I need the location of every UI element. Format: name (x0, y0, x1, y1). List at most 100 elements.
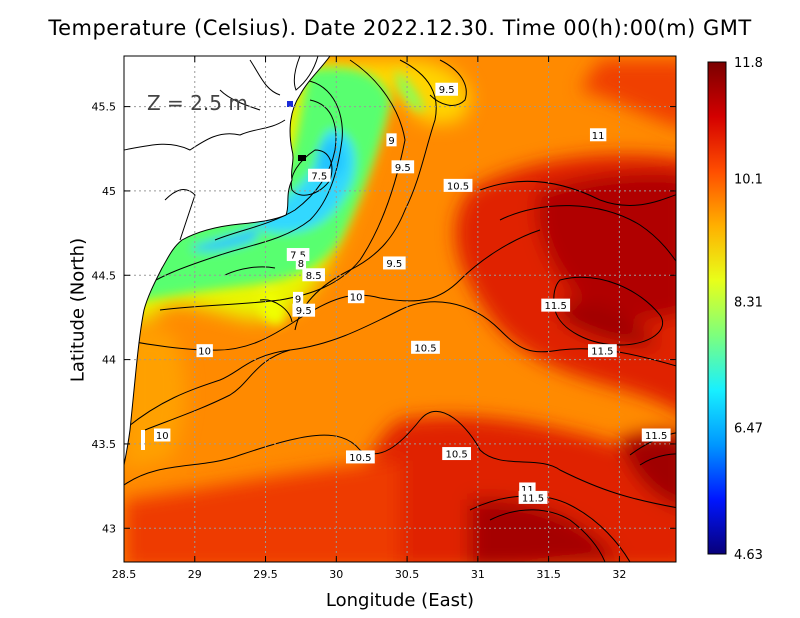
contour-label: 10 (347, 290, 365, 304)
contour-label: 9.5 (383, 256, 406, 270)
contour-label-box (302, 268, 325, 282)
y-tick-label: 44 (102, 354, 116, 367)
contour-label-box (443, 178, 473, 192)
contour-label: 9 (386, 133, 397, 147)
depth-label: Z = 2.5 m (147, 91, 248, 115)
y-tick-label: 45 (102, 185, 116, 198)
y-tick-label: 43 (102, 522, 116, 535)
x-tick-label: 32 (612, 568, 626, 581)
x-tick-label: 29 (188, 568, 202, 581)
y-tick-label: 44.5 (92, 269, 117, 282)
colorbar: 4.63 6.47 8.31 10.1 11.8 (707, 56, 763, 563)
cold-spot (287, 101, 293, 107)
contour-label-text: 9.5 (395, 163, 411, 174)
contour-label: 10 (196, 344, 213, 358)
contour-label-box (442, 447, 472, 461)
contour-label: 8 (295, 256, 307, 270)
colorbar-tick-label: 10.1 (734, 173, 763, 188)
contour-label-text: 7.5 (311, 171, 327, 182)
contour-label-text: 8 (298, 259, 304, 270)
contour-label: 10.5 (442, 447, 472, 461)
contour-label-text: 11.5 (545, 301, 567, 312)
contour-label-box (345, 450, 375, 464)
contour-label: 11.5 (518, 490, 548, 504)
contour-label-box (295, 256, 307, 270)
contour-label-text: 11.5 (522, 493, 544, 504)
island (141, 430, 145, 450)
contour-label-text: 11 (521, 485, 534, 496)
contour-label-text: 9.5 (296, 306, 312, 317)
contour-label: 10 (154, 428, 171, 442)
x-tick-label: 29.5 (253, 568, 278, 581)
contour-label: 8.5 (302, 268, 325, 282)
x-tick-label: 30 (329, 568, 343, 581)
contour-label-text: 10 (198, 347, 211, 358)
contour-label: 9.5 (292, 303, 316, 317)
contour-label: 10.5 (411, 340, 440, 354)
contour-label-text: 10.5 (349, 453, 371, 464)
contour-label-box (196, 344, 213, 358)
contour-label-box (154, 428, 171, 442)
contour-label-box (386, 133, 397, 147)
contour-label: 9.5 (435, 82, 459, 96)
contour-label: 9 (292, 291, 304, 305)
x-tick-label: 28.5 (112, 568, 137, 581)
contour-label-text: 10 (156, 431, 169, 442)
coastline-details (124, 59, 286, 241)
contour-label: 9.5 (391, 160, 415, 174)
contour-label: 11.5 (641, 428, 671, 442)
x-axis: 28.5 29 29.5 30 30.5 31 31.5 32 (112, 56, 626, 581)
contour-label-box (383, 256, 406, 270)
contour-label-text: 10.5 (445, 450, 467, 461)
colorbar-gradient (707, 61, 727, 555)
y-tick-label: 43.5 (92, 438, 117, 451)
chart-title: Temperature (Celsius). Date 2022.12.30. … (48, 16, 752, 40)
contour-label-box (518, 490, 548, 504)
contour-label-text: 9 (388, 136, 394, 147)
contour-label-box (391, 160, 415, 174)
contour-label-text: 9 (295, 294, 301, 305)
contour-label-box (541, 298, 571, 312)
y-tick-label: 45.5 (92, 101, 117, 114)
contour-label: 11 (589, 128, 607, 142)
contour-label: 7.5 (308, 168, 331, 182)
contour-label-box (435, 82, 459, 96)
contour-label: 10.5 (345, 450, 375, 464)
contour-label-box (588, 344, 617, 358)
contour-label-box (589, 128, 607, 142)
contour-label-text: 9.5 (386, 259, 402, 270)
contour-label-text: 8.5 (306, 271, 322, 282)
contour-label-box (347, 290, 365, 304)
temperature-field (124, 56, 676, 562)
colorbar-tick-label: 11.8 (734, 56, 763, 71)
land-mass (124, 56, 331, 466)
contour-label-box (308, 168, 331, 182)
contour-label-box (292, 303, 316, 317)
contour-label-text: 7.5 (290, 251, 306, 262)
contour-label-box (411, 340, 440, 354)
contour-label-text: 11 (592, 131, 605, 142)
contour-label-text: 9.5 (439, 85, 455, 96)
contour-label: 11.5 (541, 298, 571, 312)
contour-label-text: 11.5 (591, 347, 613, 358)
y-axis-label: Latitude (North) (67, 237, 89, 383)
contour-lines (124, 59, 676, 562)
grid-lines (124, 56, 676, 562)
plot-frame (123, 55, 677, 563)
contour-label-text: 11.5 (645, 431, 667, 442)
x-axis-label: Longitude (East) (325, 590, 475, 611)
contour-label: 10.5 (443, 178, 473, 192)
x-tick-label: 31.5 (536, 568, 561, 581)
colorbar-tick-label: 8.31 (734, 295, 763, 310)
contour-label-box (292, 291, 304, 305)
contour-label-text: 10.5 (447, 181, 469, 192)
colorbar-tick-label: 6.47 (734, 422, 763, 437)
contour-label: 11.5 (588, 344, 617, 358)
contour-label-box (641, 428, 671, 442)
y-axis: 43 43.5 44 44.5 45 45.5 (92, 101, 676, 535)
colorbar-ticks: 4.63 6.47 8.31 10.1 11.8 (734, 56, 763, 563)
colorbar-tick-label: 4.63 (734, 548, 763, 563)
x-tick-label: 30.5 (395, 568, 420, 581)
